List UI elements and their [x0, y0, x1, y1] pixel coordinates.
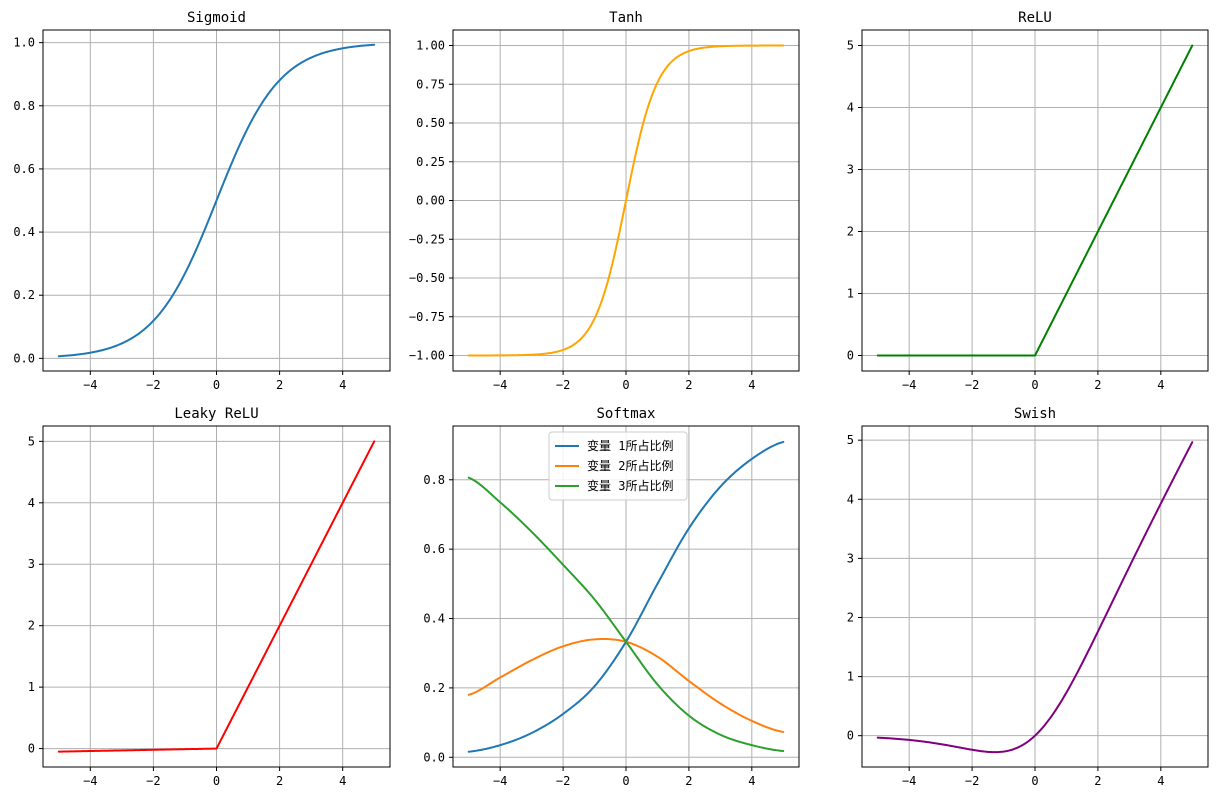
y-tick-label: 0.25 — [416, 155, 445, 169]
series-line-1 — [57, 43, 376, 358]
series-line-1 — [57, 440, 376, 753]
y-tick-label: 1.00 — [416, 39, 445, 53]
x-tick-label: 0 — [213, 378, 220, 392]
x-tick-label: −4 — [902, 378, 916, 392]
x-tick-label: 0 — [1031, 378, 1038, 392]
y-tick-label: 0 — [847, 349, 854, 363]
y-tick-label: 3 — [28, 557, 35, 571]
x-tick-label: −4 — [493, 378, 507, 392]
y-tick-label: 0.6 — [13, 162, 35, 176]
subplot-leaky-relu: −4 −2 0 2 4 0 1 2 3 4 5 Leaky ReLU — [28, 406, 391, 788]
x-tick-label: 0 — [622, 378, 629, 392]
series-line-1 — [467, 44, 785, 357]
chart-title: Tanh — [609, 10, 643, 26]
x-tick-label: 4 — [339, 774, 346, 788]
y-tick-label: 1 — [28, 680, 35, 694]
y-tick-label: −0.75 — [409, 310, 445, 324]
y-tick-label: 4 — [847, 101, 854, 115]
y-tick-label: 2 — [28, 619, 35, 633]
y-tick-label: 0.0 — [423, 750, 445, 764]
gridlines — [43, 426, 390, 767]
y-tick-label: 0.4 — [423, 612, 445, 626]
x-tick-label: −2 — [965, 378, 979, 392]
x-tick-label: −2 — [556, 378, 570, 392]
x-tick-label: 4 — [339, 378, 346, 392]
x-tick-label: 2 — [276, 378, 283, 392]
subplot-tanh: −4 −2 0 2 4 −1.00 −0.75 −0.50 −0.25 0.00 0.25 0.50 0… — [409, 10, 800, 392]
chart-title: ReLU — [1018, 10, 1052, 26]
x-tick-label: 4 — [748, 774, 755, 788]
series-line-1 — [876, 44, 1194, 357]
subplot-swish: −4 −2 0 2 4 0 1 2 3 4 5 Swish — [847, 406, 1209, 788]
y-tick-label: 1 — [847, 287, 854, 301]
y-tick-label: 0.00 — [416, 194, 445, 208]
x-tick-label: −4 — [83, 774, 97, 788]
legend-label: 变量 3所占比例 — [587, 478, 673, 493]
x-tick-label: 4 — [748, 378, 755, 392]
y-tick-label: 4 — [28, 496, 35, 510]
legend-label: 变量 2所占比例 — [587, 458, 673, 473]
y-tick-label: 0.8 — [13, 99, 35, 113]
x-tick-label: 4 — [1157, 378, 1164, 392]
x-tick-label: −4 — [493, 774, 507, 788]
y-tick-label: 0.2 — [13, 288, 35, 302]
y-tick-label: 5 — [28, 434, 35, 448]
y-tick-label: 3 — [847, 551, 854, 565]
y-tick-label: 0.2 — [423, 681, 445, 695]
y-tick-label: 1 — [847, 670, 854, 684]
x-tick-label: 0 — [213, 774, 220, 788]
chart-title: Leaky ReLU — [174, 406, 258, 422]
x-tick-label: 2 — [1094, 774, 1101, 788]
x-tick-label: 2 — [276, 774, 283, 788]
y-tick-label: 0.75 — [416, 77, 445, 91]
y-tick-label: −0.50 — [409, 271, 445, 285]
y-tick-label: 2 — [847, 610, 854, 624]
y-tick-label: 5 — [847, 433, 854, 447]
y-tick-label: 0 — [847, 729, 854, 743]
x-tick-label: 2 — [685, 774, 692, 788]
gridlines — [862, 426, 1208, 767]
x-tick-label: −4 — [83, 378, 97, 392]
y-tick-label: −1.00 — [409, 349, 445, 363]
chart-title: Softmax — [596, 406, 655, 422]
x-tick-label: 2 — [685, 378, 692, 392]
x-tick-label: 4 — [1157, 774, 1164, 788]
y-tick-label: 0.0 — [13, 351, 35, 365]
x-tick-label: −2 — [965, 774, 979, 788]
y-tick-label: 0.50 — [416, 116, 445, 130]
subplot-softmax: −4 −2 0 2 4 0.0 0.2 0.4 0.6 0.8 Softmax 变量 1所占比例变量 … — [423, 406, 800, 788]
chart-title: Sigmoid — [187, 10, 246, 26]
series-line-3 — [467, 476, 785, 753]
subplot-sigmoid: −4 −2 0 2 4 0.0 0.2 0.4 0.6 0.8 1.0 Sigmoid — [13, 10, 391, 392]
y-tick-label: 2 — [847, 225, 854, 239]
chart-title: Swish — [1014, 406, 1056, 422]
y-tick-label: 0.8 — [423, 473, 445, 487]
y-tick-label: 0 — [28, 742, 35, 756]
x-tick-label: −4 — [902, 774, 916, 788]
legend-box — [548, 431, 688, 501]
series-line-1 — [876, 441, 1194, 754]
x-tick-label: 2 — [1094, 378, 1101, 392]
x-tick-label: −2 — [556, 774, 570, 788]
x-tick-label: 0 — [1031, 774, 1038, 788]
y-tick-label: 5 — [847, 39, 854, 53]
gridlines — [862, 30, 1208, 371]
y-tick-label: 0.4 — [13, 225, 35, 239]
y-tick-label: 4 — [847, 492, 854, 506]
y-tick-label: −0.25 — [409, 232, 445, 246]
y-tick-label: 3 — [847, 163, 854, 177]
legend-label: 变量 1所占比例 — [587, 438, 673, 453]
x-tick-label: 0 — [622, 774, 629, 788]
x-tick-label: −2 — [146, 378, 160, 392]
x-tick-label: −2 — [146, 774, 160, 788]
y-tick-label: 0.6 — [423, 542, 445, 556]
y-tick-label: 1.0 — [13, 36, 35, 50]
subplot-relu: −4 −2 0 2 4 0 1 2 3 4 5 ReLU — [847, 10, 1209, 392]
gridlines — [43, 30, 390, 371]
